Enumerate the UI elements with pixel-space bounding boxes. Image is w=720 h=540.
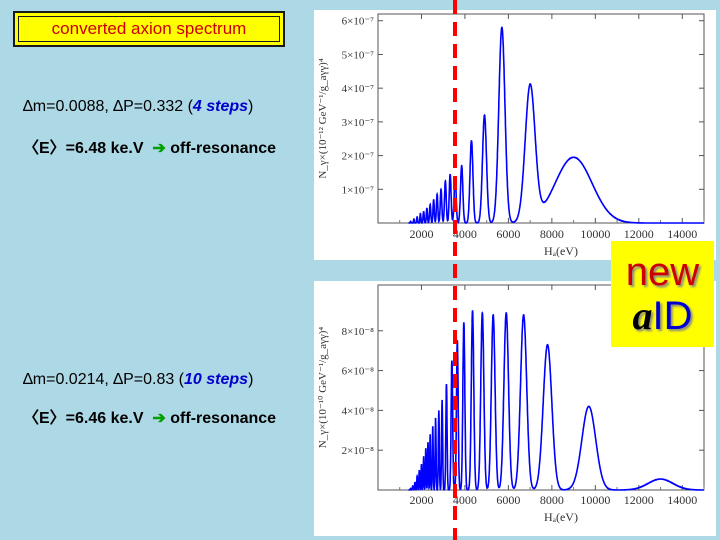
steps-value: 10 steps (184, 371, 249, 388)
y-tick-label: 2×10⁻⁷ (342, 151, 375, 163)
energy-label: 〈E〉=6.48 ke.V (23, 140, 144, 157)
x-tick-label: 6000 (496, 227, 520, 241)
energy-line-1: 〈E〉=6.48 ke.V ➔ off-resonance (23, 134, 276, 158)
y-tick-label: 6×10⁻⁸ (342, 366, 375, 378)
x-axis-label: Hₐ(eV) (544, 510, 578, 524)
x-tick-label: 10000 (580, 227, 610, 241)
x-tick-label: 14000 (667, 493, 697, 507)
dm-label: ∆m=0.0214, ∆P=0.83 ( (23, 371, 185, 388)
badge-id: ID (652, 294, 693, 338)
x-tick-label: 4000 (453, 227, 477, 241)
plot-frame (377, 13, 705, 224)
x-tick-label: 10000 (580, 493, 610, 507)
y-tick-label: 5×10⁻⁷ (342, 49, 375, 61)
y-tick-label: 4×10⁻⁷ (342, 83, 375, 95)
x-tick-label: 4000 (453, 493, 477, 507)
y-tick-label: 2×10⁻⁸ (342, 445, 375, 457)
energy-line-2: 〈E〉=6.46 ke.V ➔ off-resonance (23, 404, 276, 428)
title-box: converted axion spectrum (13, 11, 285, 47)
y-axis-label: N_γ×(10⁻¹² GeV⁻¹/g_aγγ)⁴ (317, 58, 329, 179)
y-tick-label: 8×10⁻⁸ (342, 326, 375, 338)
x-tick-label: 14000 (667, 227, 697, 241)
badge-a: a (632, 293, 653, 338)
close-paren: ) (248, 98, 254, 115)
param-line-1: ∆m=0.0088, ∆P=0.332 (4 steps) (23, 98, 253, 116)
resonance-label: off-resonance (170, 140, 277, 157)
param-line-2: ∆m=0.0214, ∆P=0.83 (10 steps) (23, 371, 253, 389)
plot-frame (377, 284, 705, 491)
arrow-icon: ➔ (152, 140, 166, 157)
badge-new-text: new (625, 250, 700, 294)
energy-label: 〈E〉=6.46 ke.V (23, 410, 144, 427)
x-axis-label: Hₐ(eV) (544, 244, 578, 258)
x-tick-label: 2000 (409, 493, 433, 507)
dm-label: ∆m=0.0088, ∆P=0.332 ( (23, 98, 193, 115)
y-tick-label: 4×10⁻⁸ (342, 405, 375, 417)
y-tick-label: 6×10⁻⁷ (342, 16, 375, 28)
y-tick-label: 3×10⁻⁷ (342, 117, 375, 129)
spectrum-chart-top: 2000 4000 6000 8000 10000 12000 14000 1×10⁻⁷ 2×1… (317, 13, 705, 258)
chart-panel-top: 2000 4000 6000 8000 10000 12000 14000 1×10⁻⁷ 2×1… (314, 10, 716, 260)
close-paren: ) (248, 371, 254, 388)
x-tick-label: 8000 (540, 493, 564, 507)
x-tick-label: 2000 (409, 227, 433, 241)
steps-value: 4 steps (192, 98, 249, 115)
badge-aid-text: aID (632, 293, 693, 339)
spectrum-chart-bottom: 2000 4000 6000 8000 10000 12000 14000 2×10⁻⁸ 4×1… (317, 284, 705, 524)
resonance-label: off-resonance (170, 410, 277, 427)
x-tick-label: 6000 (496, 493, 520, 507)
x-tick-label: 12000 (624, 227, 654, 241)
x-tick-label: 8000 (540, 227, 564, 241)
x-tick-label: 12000 (624, 493, 654, 507)
spectrum-series-line (408, 26, 704, 224)
arrow-icon: ➔ (152, 410, 166, 427)
slide-title: converted axion spectrum (18, 16, 280, 42)
y-tick-label: 1×10⁻⁷ (342, 184, 375, 196)
y-axis-label: N_γ×(10⁻¹⁰ GeV⁻¹/g_aγγ)⁴ (317, 327, 329, 449)
new-aid-badge: new aID (611, 241, 714, 347)
